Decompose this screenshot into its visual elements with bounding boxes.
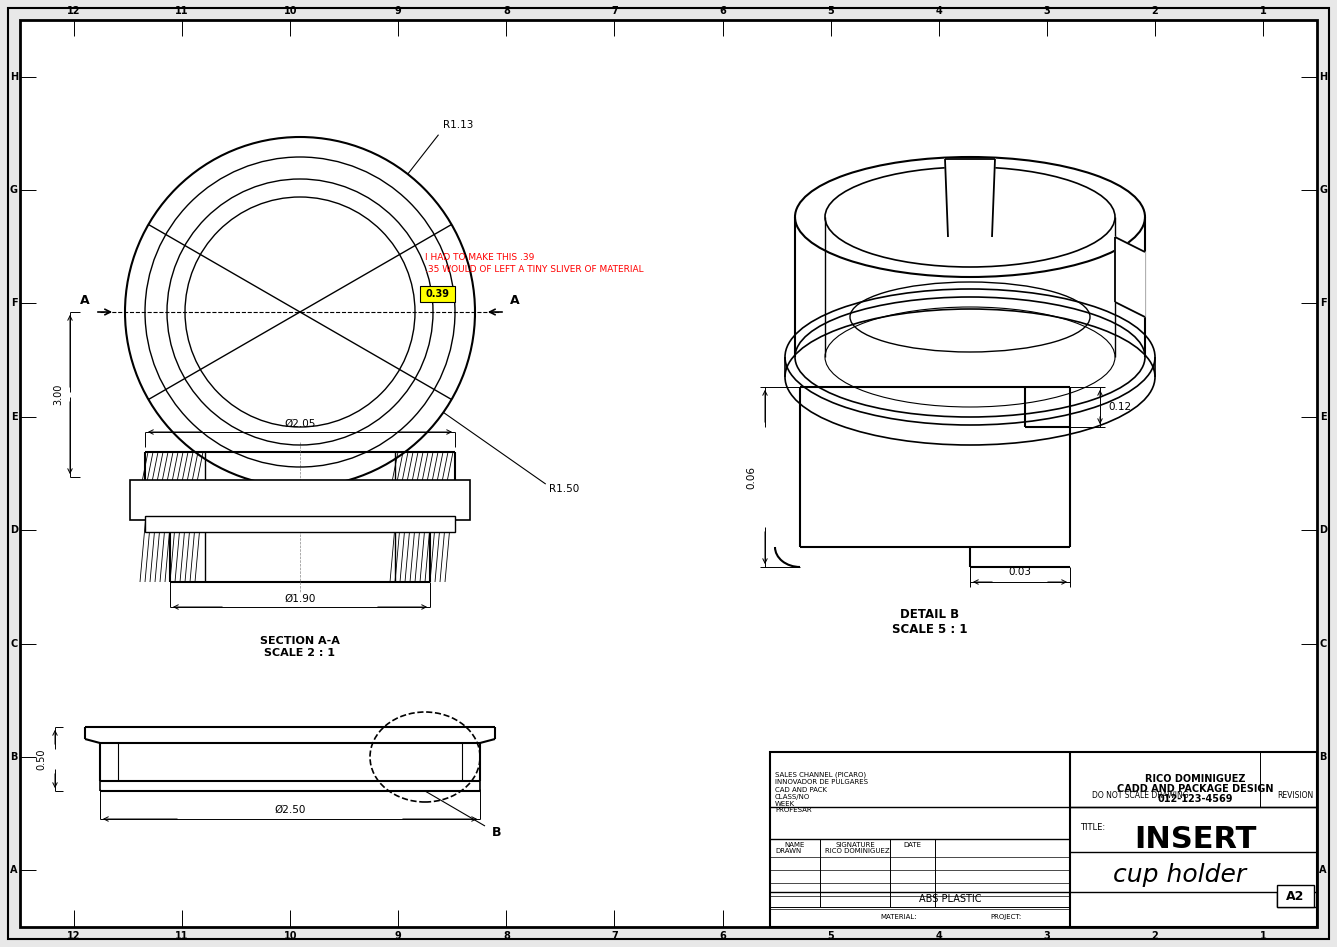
Text: NAME: NAME — [785, 842, 805, 848]
Text: cup holder: cup holder — [1114, 863, 1246, 887]
Text: RICO DOMINIGUEZ: RICO DOMINIGUEZ — [1144, 774, 1245, 784]
Bar — [130, 480, 471, 520]
Bar — [770, 752, 1317, 927]
Text: 3: 3 — [1043, 6, 1050, 16]
Text: 0.12: 0.12 — [1108, 402, 1131, 412]
Text: 7: 7 — [611, 6, 618, 16]
Text: H: H — [9, 72, 19, 81]
Text: A: A — [1320, 866, 1326, 875]
Text: C: C — [1320, 638, 1326, 649]
Text: DO NOT SCALE DRAWING: DO NOT SCALE DRAWING — [1092, 791, 1189, 799]
Text: INSERT: INSERT — [1134, 825, 1257, 853]
Text: ABS PLASTIC: ABS PLASTIC — [919, 894, 981, 904]
Text: 8: 8 — [503, 931, 509, 941]
Text: TITLE:: TITLE: — [1080, 823, 1106, 831]
Text: DATE: DATE — [902, 842, 921, 848]
Text: 0.03: 0.03 — [1008, 567, 1032, 577]
Text: 3: 3 — [1043, 931, 1050, 941]
Text: 1: 1 — [1259, 6, 1266, 16]
Polygon shape — [1115, 237, 1144, 317]
Text: Ø2.05: Ø2.05 — [285, 419, 316, 429]
Text: C: C — [11, 638, 17, 649]
Text: 4: 4 — [936, 6, 943, 16]
Text: B: B — [11, 752, 17, 762]
Text: 6: 6 — [719, 931, 726, 941]
Text: SALES CHANNEL (PICARO)
INNOVADOR DE PULGARES
CAD AND PACK
CLASS/NO
WEEK
PROFESAR: SALES CHANNEL (PICARO) INNOVADOR DE PULG… — [775, 772, 868, 813]
Text: F: F — [11, 298, 17, 309]
Text: 5: 5 — [828, 6, 834, 16]
Text: I HAD TO MAKE THIS .39: I HAD TO MAKE THIS .39 — [425, 253, 535, 261]
Bar — [144, 516, 455, 532]
Text: A: A — [80, 294, 90, 307]
Text: H: H — [1318, 72, 1328, 81]
Text: E: E — [11, 412, 17, 421]
Text: G: G — [9, 185, 17, 195]
Text: RICO DOMINIGUEZ: RICO DOMINIGUEZ — [825, 848, 889, 854]
Text: 10: 10 — [283, 6, 297, 16]
Text: MATERIAL:: MATERIAL: — [880, 914, 917, 920]
Text: A: A — [511, 294, 520, 307]
Text: 4: 4 — [936, 931, 943, 941]
Text: D: D — [1320, 526, 1328, 535]
Text: 3.00: 3.00 — [53, 384, 63, 404]
Text: B: B — [1320, 752, 1326, 762]
Text: 1: 1 — [1259, 931, 1266, 941]
Bar — [420, 286, 455, 302]
Text: 2: 2 — [1151, 931, 1158, 941]
Text: .35 WOULD OF LEFT A TINY SLIVER OF MATERIAL: .35 WOULD OF LEFT A TINY SLIVER OF MATER… — [425, 264, 643, 274]
Text: 12: 12 — [67, 6, 80, 16]
Text: Ø1.90: Ø1.90 — [285, 594, 316, 604]
Text: 10: 10 — [283, 931, 297, 941]
Text: 0.06: 0.06 — [746, 466, 755, 489]
Text: A: A — [11, 866, 17, 875]
Text: 0.50: 0.50 — [36, 748, 45, 770]
Text: G: G — [1320, 185, 1328, 195]
Text: PROJECT:: PROJECT: — [989, 914, 1021, 920]
Text: CADD AND PACKAGE DESIGN: CADD AND PACKAGE DESIGN — [1116, 784, 1273, 794]
Text: B: B — [492, 827, 501, 839]
Text: REVISION: REVISION — [1277, 791, 1313, 799]
Text: 9: 9 — [394, 931, 401, 941]
Text: R1.13: R1.13 — [444, 119, 473, 130]
Text: DETAIL B
SCALE 5 : 1: DETAIL B SCALE 5 : 1 — [892, 608, 968, 636]
Bar — [1277, 885, 1314, 907]
Text: Ø2.50: Ø2.50 — [274, 805, 306, 815]
Text: R1.50: R1.50 — [548, 484, 579, 494]
Text: A2: A2 — [1286, 889, 1304, 902]
Text: 6: 6 — [719, 6, 726, 16]
Text: 2: 2 — [1151, 6, 1158, 16]
Text: D: D — [9, 526, 17, 535]
Text: 12: 12 — [67, 931, 80, 941]
Text: E: E — [1320, 412, 1326, 421]
Text: 0.39: 0.39 — [425, 289, 449, 299]
Text: 7: 7 — [611, 931, 618, 941]
Text: 11: 11 — [175, 931, 189, 941]
Text: 11: 11 — [175, 6, 189, 16]
Polygon shape — [945, 159, 995, 237]
Text: F: F — [1320, 298, 1326, 309]
Text: 012-123-4569: 012-123-4569 — [1158, 794, 1233, 804]
Text: 5: 5 — [828, 931, 834, 941]
Text: DRAWN: DRAWN — [775, 848, 801, 854]
Text: 9: 9 — [394, 6, 401, 16]
Text: SIGNATURE: SIGNATURE — [836, 842, 874, 848]
Text: SECTION A-A
SCALE 2 : 1: SECTION A-A SCALE 2 : 1 — [261, 636, 340, 658]
Text: 8: 8 — [503, 6, 509, 16]
